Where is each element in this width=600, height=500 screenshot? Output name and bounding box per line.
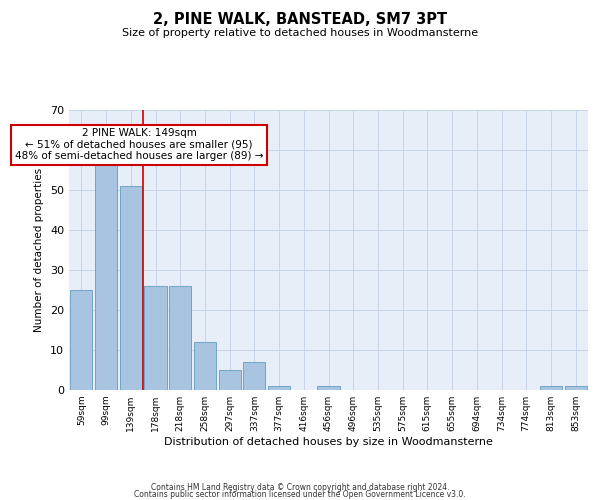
- Bar: [565, 386, 587, 390]
- Bar: [194, 342, 216, 390]
- Text: Contains public sector information licensed under the Open Government Licence v3: Contains public sector information licen…: [134, 490, 466, 499]
- Bar: [268, 386, 290, 390]
- Bar: [119, 186, 142, 390]
- X-axis label: Distribution of detached houses by size in Woodmansterne: Distribution of detached houses by size …: [164, 437, 493, 447]
- Bar: [540, 386, 562, 390]
- Bar: [243, 362, 265, 390]
- Bar: [218, 370, 241, 390]
- Bar: [70, 290, 92, 390]
- Text: 2, PINE WALK, BANSTEAD, SM7 3PT: 2, PINE WALK, BANSTEAD, SM7 3PT: [153, 12, 447, 28]
- Text: Size of property relative to detached houses in Woodmansterne: Size of property relative to detached ho…: [122, 28, 478, 38]
- Y-axis label: Number of detached properties: Number of detached properties: [34, 168, 44, 332]
- Text: Contains HM Land Registry data © Crown copyright and database right 2024.: Contains HM Land Registry data © Crown c…: [151, 484, 449, 492]
- Bar: [169, 286, 191, 390]
- Bar: [317, 386, 340, 390]
- Bar: [145, 286, 167, 390]
- Bar: [95, 162, 117, 390]
- Text: 2 PINE WALK: 149sqm
← 51% of detached houses are smaller (95)
48% of semi-detach: 2 PINE WALK: 149sqm ← 51% of detached ho…: [15, 128, 263, 162]
